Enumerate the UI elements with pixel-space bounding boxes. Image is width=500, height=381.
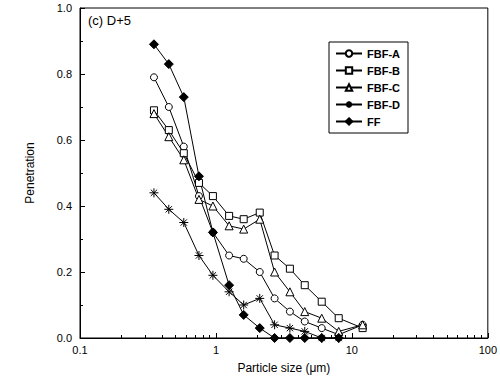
svg-text:0.4: 0.4 <box>57 200 72 212</box>
svg-text:0.2: 0.2 <box>57 266 72 278</box>
svg-text:0.6: 0.6 <box>57 134 72 146</box>
svg-text:1: 1 <box>213 344 219 356</box>
svg-text:1.0: 1.0 <box>57 2 72 14</box>
svg-text:Particle size (μm): Particle size (μm) <box>237 361 330 375</box>
svg-text:0.8: 0.8 <box>57 68 72 80</box>
svg-text:FBF-C: FBF-C <box>367 82 400 94</box>
svg-text:FBF-B: FBF-B <box>367 65 400 77</box>
svg-text:FF: FF <box>367 116 381 128</box>
svg-text:0.0: 0.0 <box>57 332 72 344</box>
svg-text:0.1: 0.1 <box>72 344 87 356</box>
svg-text:Penetration: Penetration <box>23 142 37 203</box>
svg-text:FBF-A: FBF-A <box>367 48 400 60</box>
svg-text:10: 10 <box>346 344 358 356</box>
svg-text:100: 100 <box>479 344 497 356</box>
svg-text:FBF-D: FBF-D <box>367 99 400 111</box>
svg-text:(c) D+5: (c) D+5 <box>88 13 131 28</box>
